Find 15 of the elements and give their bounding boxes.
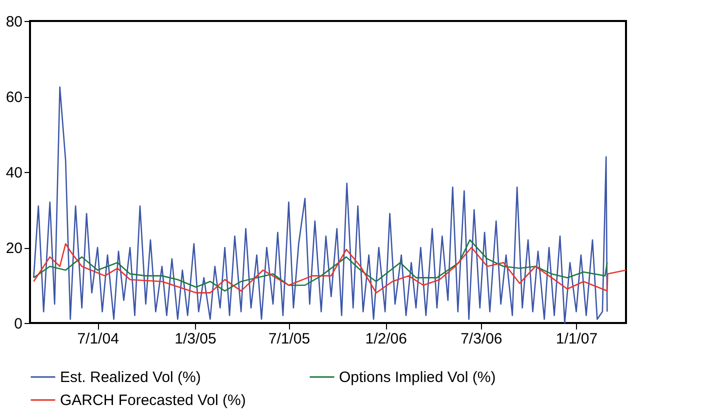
y-tick-label: 0 xyxy=(14,316,22,332)
y-tick-label: 80 xyxy=(6,14,22,30)
line-series xyxy=(33,86,608,324)
legend-label: Options Implied Vol (%) xyxy=(339,369,496,386)
legend-label: Est. Realized Vol (%) xyxy=(60,369,201,386)
x-tick-label: 1/1/07 xyxy=(556,330,598,348)
legend-label: GARCH Forecasted Vol (%) xyxy=(60,392,246,409)
y-tick-label: 20 xyxy=(6,240,22,257)
x-tick-label: 1/3/05 xyxy=(174,330,216,348)
y-tick-label: 40 xyxy=(6,164,22,182)
x-tick-label: 7/3/06 xyxy=(460,330,502,348)
x-tick-label: 1/2/06 xyxy=(365,330,407,348)
x-tick-label: 7/1/05 xyxy=(268,330,310,348)
x-tick-label: 7/1/04 xyxy=(77,330,119,348)
y-tick-label: 60 xyxy=(6,89,22,106)
